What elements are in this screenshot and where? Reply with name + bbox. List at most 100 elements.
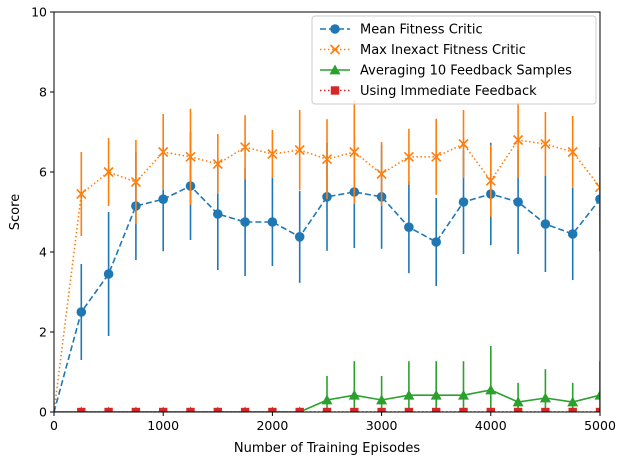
data-point [512,396,524,407]
y-axis-label: Score [8,194,23,230]
data-point [458,197,469,207]
data-point [540,219,551,229]
data-point [594,182,600,193]
data-point [568,407,577,412]
data-point [348,389,360,400]
legend-marker [329,64,341,75]
data-point [540,138,551,150]
data-point [432,407,441,412]
data-point [377,407,386,412]
data-point [186,407,195,412]
legend-marker [329,44,341,55]
data-point [294,232,305,242]
x-tick-label: 0 [50,418,58,433]
series-4 [54,407,600,412]
data-point [567,396,579,407]
data-point [350,407,359,412]
data-point [431,237,442,247]
data-point [103,269,114,279]
data-point [294,144,305,156]
data-point [240,217,250,227]
data-point [349,146,360,158]
y-tick-label: 6 [39,165,47,180]
x-tick-label: 4000 [475,418,507,433]
legend-item: Averaging 10 Feedback Samples [320,64,572,79]
data-point [376,394,388,405]
data-point [403,389,415,400]
data-point [539,392,551,403]
data-point [322,407,332,412]
data-point [321,394,333,405]
data-point [130,176,141,188]
data-point [212,158,223,170]
data-point [513,197,523,207]
data-point [431,151,442,162]
data-point [513,134,524,146]
legend-item: Mean Fitness Critic [320,23,483,38]
x-axis-label: Number of Training Episodes [234,441,420,456]
legend-item: Using Immediate Feedback [320,84,537,99]
data-point [240,407,250,412]
y-tick-label: 10 [31,5,47,20]
data-point [103,166,114,178]
x-tick-label: 2000 [256,418,288,433]
data-point [321,154,333,165]
data-point [213,209,223,219]
data-point [104,407,113,412]
data-point [159,407,168,412]
data-point [485,175,496,186]
y-tick-label: 2 [39,325,47,340]
series-2 [54,100,600,412]
data-point [541,407,550,412]
x-tick-label: 5000 [584,418,616,433]
data-point [567,146,578,158]
data-point [158,194,168,204]
data-point [268,407,277,412]
data-point [295,407,304,412]
series-3 [54,346,600,412]
data-point [458,389,469,400]
data-point [185,151,196,162]
y-tick-label: 8 [39,85,47,100]
data-point [513,407,523,412]
data-point [567,229,578,239]
data-point [267,217,278,227]
y-tick-label: 4 [39,245,47,260]
legend-label: Mean Fitness Critic [360,23,483,38]
data-point [77,407,86,412]
legend-marker [330,86,340,95]
legend-marker [330,24,340,34]
plot-frame [53,11,601,413]
data-point [76,307,87,317]
axis-ticks: 0 1000 2000 3000 4000 5000 0 2 4 6 8 10 [31,5,616,434]
legend-box [311,15,597,105]
plot-area [54,100,600,412]
x-tick-label: 3000 [366,418,398,433]
legend: Mean Fitness Critic Max Inexact Fitness C… [311,15,597,105]
x-tick-label: 1000 [147,418,179,433]
data-point [594,389,600,400]
data-point [131,407,141,412]
legend-label: Using Immediate Feedback [360,84,537,99]
legend-item: Max Inexact Fitness Critic [320,43,526,58]
data-point [404,407,414,412]
data-point [595,407,600,412]
y-tick-label: 0 [39,405,47,420]
data-point [459,407,468,412]
data-point [403,151,414,162]
data-point [158,146,169,158]
data-point [458,138,469,150]
data-point [486,407,495,412]
data-point [76,188,87,200]
legend-label: Averaging 10 Feedback Samples [360,64,572,79]
data-point [240,142,251,153]
data-point [430,389,442,400]
data-point [376,168,387,180]
data-point [213,407,222,412]
series-line [54,185,600,412]
legend-label: Max Inexact Fitness Critic [360,43,526,58]
data-point [485,384,497,395]
data-point [404,222,414,232]
data-point [267,148,278,160]
